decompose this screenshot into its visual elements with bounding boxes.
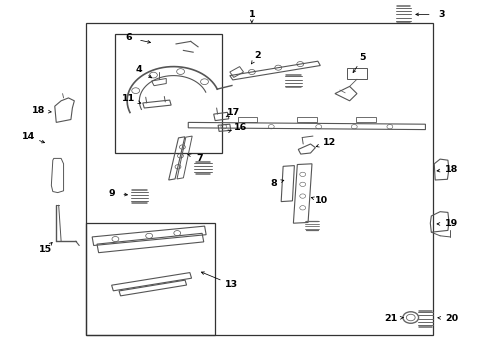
Text: 15: 15 [39, 245, 51, 253]
Text: 2: 2 [254, 50, 261, 59]
Text: 12: 12 [322, 138, 335, 147]
Text: 4: 4 [136, 65, 142, 74]
Bar [346, 68, 366, 79]
Text: 3: 3 [437, 10, 444, 19]
Text: 17: 17 [226, 108, 240, 117]
Text: 19: 19 [444, 219, 457, 228]
Text: 14: 14 [21, 132, 35, 140]
Text: 8: 8 [270, 179, 277, 188]
Text: 18: 18 [444, 165, 457, 174]
Text: 13: 13 [224, 280, 237, 289]
Text: 6: 6 [125, 33, 132, 42]
Bar [85, 223, 215, 335]
Text: 5: 5 [359, 53, 366, 62]
Text: 10: 10 [315, 196, 327, 205]
Text: 20: 20 [444, 314, 457, 323]
Text: 11: 11 [121, 94, 135, 103]
Text: 21: 21 [384, 314, 397, 323]
Text: 18: 18 [31, 106, 45, 115]
Text: 7: 7 [196, 154, 203, 163]
Bar [115, 34, 222, 153]
Text: 16: 16 [233, 123, 247, 132]
Bar [85, 23, 432, 335]
Text: 1: 1 [248, 10, 255, 19]
Text: 9: 9 [108, 189, 115, 198]
